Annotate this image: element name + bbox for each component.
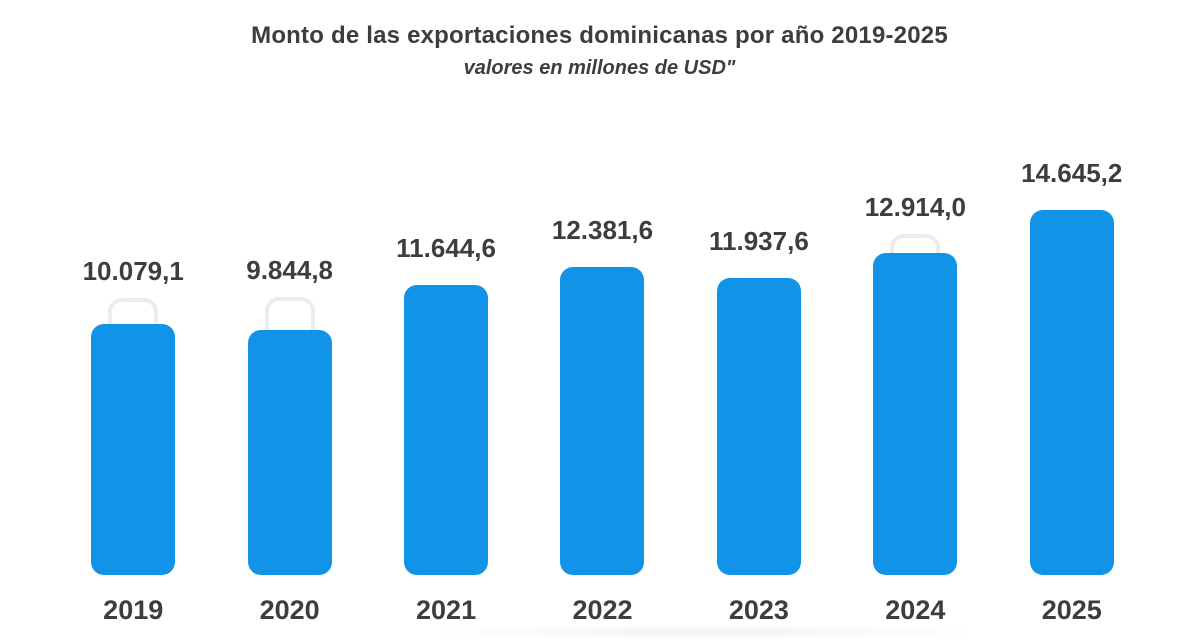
- bar: [560, 267, 645, 575]
- chart-title: Monto de las exportaciones dominicanas p…: [251, 22, 948, 49]
- year-label: 2020: [259, 595, 320, 625]
- year-label: 2022: [572, 595, 633, 625]
- value-label: 12.914,0: [864, 192, 966, 222]
- value-label: 14.645,2: [1021, 158, 1123, 188]
- bar: [873, 253, 958, 575]
- value-label: 9.844,8: [246, 255, 333, 285]
- year-label: 2024: [885, 595, 946, 625]
- bar: [91, 324, 176, 575]
- bar-column: 14.645,2 2025: [994, 160, 1150, 640]
- bar: [404, 285, 489, 575]
- year-label: 2021: [416, 595, 477, 625]
- value-label: 11.937,6: [709, 226, 809, 256]
- chart-subtitle: valores en millones de USD": [463, 57, 736, 79]
- chart-header: Monto de las exportaciones dominicanas p…: [0, 22, 1199, 80]
- year-label: 2019: [103, 595, 164, 625]
- bar-wrap: [716, 278, 801, 575]
- bar: [247, 330, 332, 575]
- value-label: 11.644,6: [396, 233, 496, 263]
- value-label: 10.079,1: [82, 256, 184, 286]
- year-label: 2025: [1041, 595, 1102, 625]
- bar: [1029, 210, 1114, 575]
- bar-wrap: [404, 285, 489, 575]
- bar-column: 12.381,6 2022: [524, 160, 680, 640]
- year-label: 2023: [728, 595, 789, 625]
- plot-area: 10.079,1 2019 9.844,8 2020 11.644,6 2021…: [55, 160, 1150, 640]
- bar-column: 11.937,6 2023: [681, 160, 837, 640]
- bar-column: 12.914,0 2024: [837, 160, 993, 640]
- bar-wrap: [1029, 210, 1114, 575]
- bar-column: 10.079,1 2019: [55, 160, 211, 640]
- bar-wrap: [873, 234, 958, 575]
- bar-column: 9.844,8 2020: [211, 160, 367, 640]
- bar-wrap: [247, 297, 332, 575]
- value-label: 12.381,6: [551, 215, 654, 245]
- bar-column: 11.644,6 2021: [368, 160, 524, 640]
- bar-wrap: [91, 298, 176, 575]
- bar: [716, 278, 801, 575]
- bar-wrap: [560, 267, 645, 575]
